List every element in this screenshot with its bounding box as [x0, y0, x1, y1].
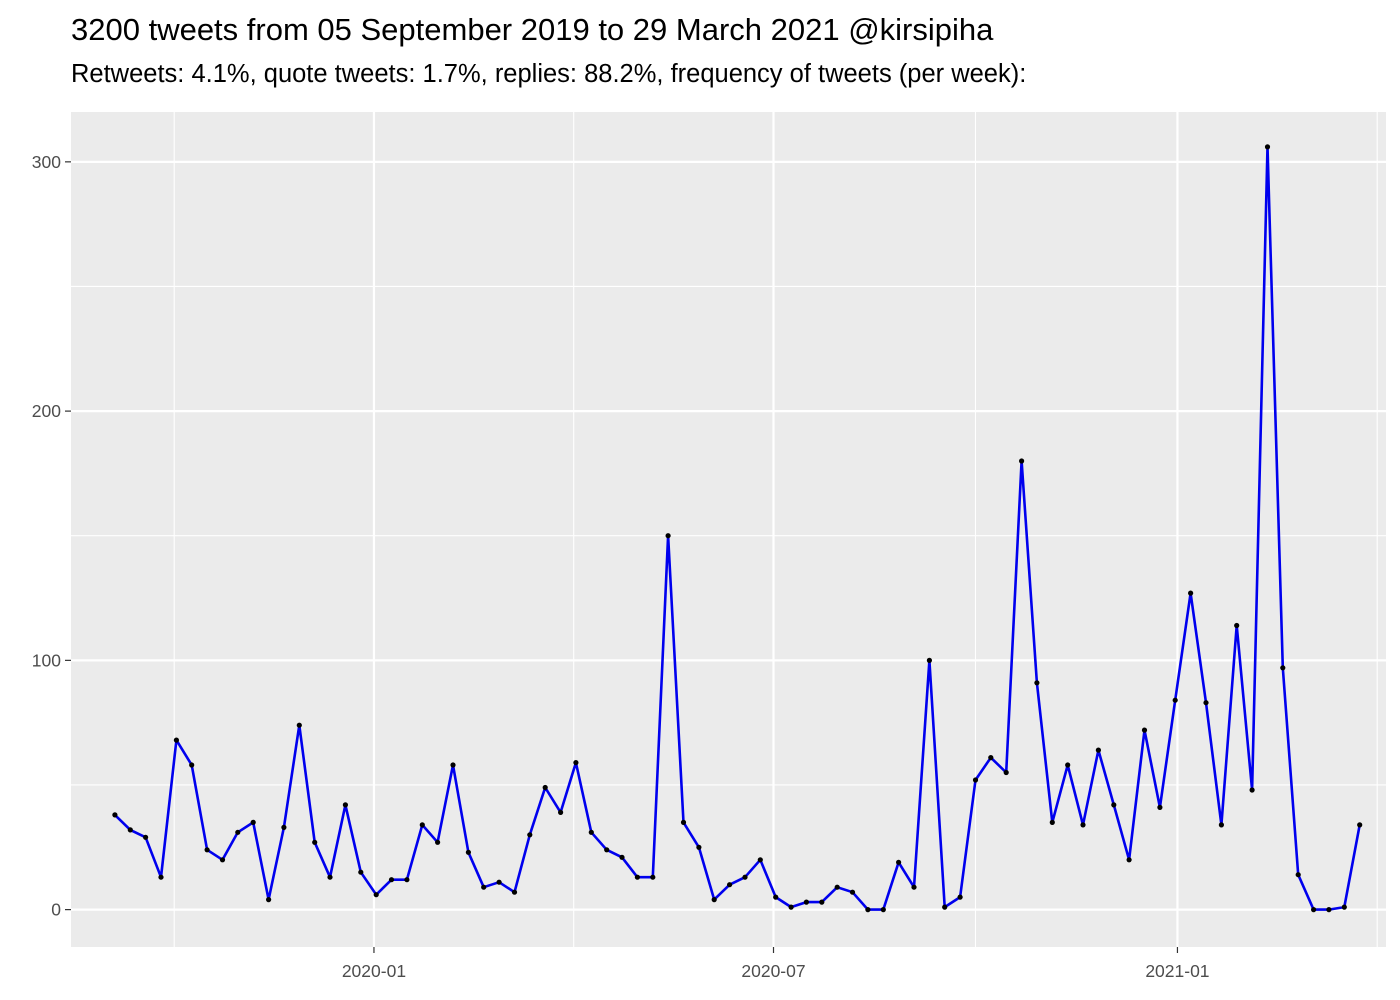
- y-tick-label: 300: [32, 152, 61, 172]
- data-point: [127, 827, 133, 833]
- plot-panel: [71, 112, 1386, 947]
- x-tick-label: 2020-01: [342, 961, 406, 981]
- y-axis: 0 100 200 300: [32, 152, 71, 920]
- data-point: [650, 874, 656, 880]
- chart-title: 3200 tweets from 05 September 2019 to 29…: [71, 12, 994, 47]
- data-point: [1157, 804, 1163, 811]
- data-point: [1295, 872, 1301, 878]
- chart-subtitle: Retweets: 4.1%, quote tweets: 1.7%, repl…: [71, 60, 1027, 88]
- data-point: [189, 762, 195, 768]
- data-point: [1326, 907, 1332, 913]
- data-point: [896, 859, 902, 865]
- data-point: [926, 657, 933, 664]
- y-tick-label: 100: [32, 650, 61, 670]
- data-point: [527, 832, 533, 838]
- data-point: [742, 874, 748, 880]
- data-point: [312, 839, 318, 845]
- data-point: [773, 894, 779, 900]
- data-point: [327, 874, 333, 880]
- data-point: [465, 849, 471, 855]
- data-point: [972, 777, 979, 783]
- data-point: [1080, 822, 1086, 828]
- major-gridlines: [71, 112, 1386, 947]
- data-point: [143, 834, 149, 840]
- data-point: [1203, 700, 1209, 706]
- data-point: [1111, 802, 1117, 808]
- data-point: [542, 784, 548, 791]
- data-point: [1034, 680, 1040, 686]
- data-point: [373, 892, 379, 898]
- data-point: [1280, 665, 1286, 671]
- data-point: [219, 857, 226, 863]
- data-point: [1019, 458, 1025, 464]
- data-point: [865, 907, 871, 913]
- data-point: [173, 737, 179, 743]
- data-point: [942, 904, 948, 910]
- data-point: [1003, 769, 1009, 776]
- data-point: [1188, 590, 1194, 596]
- data-point: [819, 899, 825, 905]
- data-point: [419, 822, 425, 828]
- data-point: [696, 844, 702, 850]
- data-point: [988, 755, 994, 761]
- data-point: [604, 847, 610, 853]
- x-tick-label: 2021-01: [1145, 961, 1209, 981]
- data-point: [1126, 857, 1132, 863]
- data-point: [281, 824, 287, 831]
- data-point: [634, 874, 641, 880]
- data-point: [573, 760, 579, 766]
- data-point: [849, 889, 856, 895]
- data-point: [788, 904, 794, 910]
- data-point: [511, 889, 518, 895]
- data-point: [250, 819, 256, 826]
- data-point: [496, 879, 502, 885]
- data-point: [957, 894, 963, 900]
- y-tick-label: 0: [51, 900, 61, 920]
- data-point: [558, 809, 564, 816]
- data-point: [204, 847, 210, 853]
- data-point: [404, 877, 410, 883]
- data-point: [834, 884, 840, 890]
- data-point: [1311, 907, 1317, 913]
- data-point: [1249, 787, 1255, 793]
- data-point: [1234, 622, 1240, 629]
- data-point: [588, 829, 594, 835]
- data-point: [358, 869, 364, 875]
- data-point: [158, 874, 164, 880]
- data-point: [665, 533, 671, 539]
- data-point: [1264, 144, 1271, 150]
- data-point: [1049, 819, 1055, 826]
- data-point: [911, 884, 917, 890]
- data-point: [1341, 904, 1347, 910]
- data-point: [680, 819, 687, 826]
- data-point: [266, 897, 272, 903]
- data-point: [235, 829, 241, 835]
- data-point: [296, 722, 302, 728]
- data-point: [757, 857, 763, 863]
- data-point: [450, 762, 456, 768]
- y-tick-label: 200: [32, 401, 61, 421]
- data-point: [1218, 822, 1224, 828]
- data-point: [342, 802, 348, 808]
- data-point: [1357, 822, 1363, 828]
- data-point: [1172, 697, 1178, 703]
- data-point: [1065, 762, 1071, 768]
- data-point: [727, 882, 733, 888]
- data-point: [481, 884, 487, 890]
- data-point: [112, 812, 118, 818]
- data-point: [1141, 727, 1148, 733]
- data-point: [880, 907, 886, 913]
- data-point: [803, 899, 810, 905]
- data-point: [435, 839, 441, 845]
- data-points: [112, 144, 1363, 913]
- x-tick-label: 2020-07: [741, 961, 805, 981]
- x-axis: 2020-01 2020-07 2021-01: [342, 947, 1210, 981]
- data-point: [619, 854, 625, 860]
- series-line: [113, 145, 1361, 911]
- data-point: [1095, 747, 1101, 753]
- data-point: [388, 877, 395, 883]
- data-point: [711, 897, 717, 903]
